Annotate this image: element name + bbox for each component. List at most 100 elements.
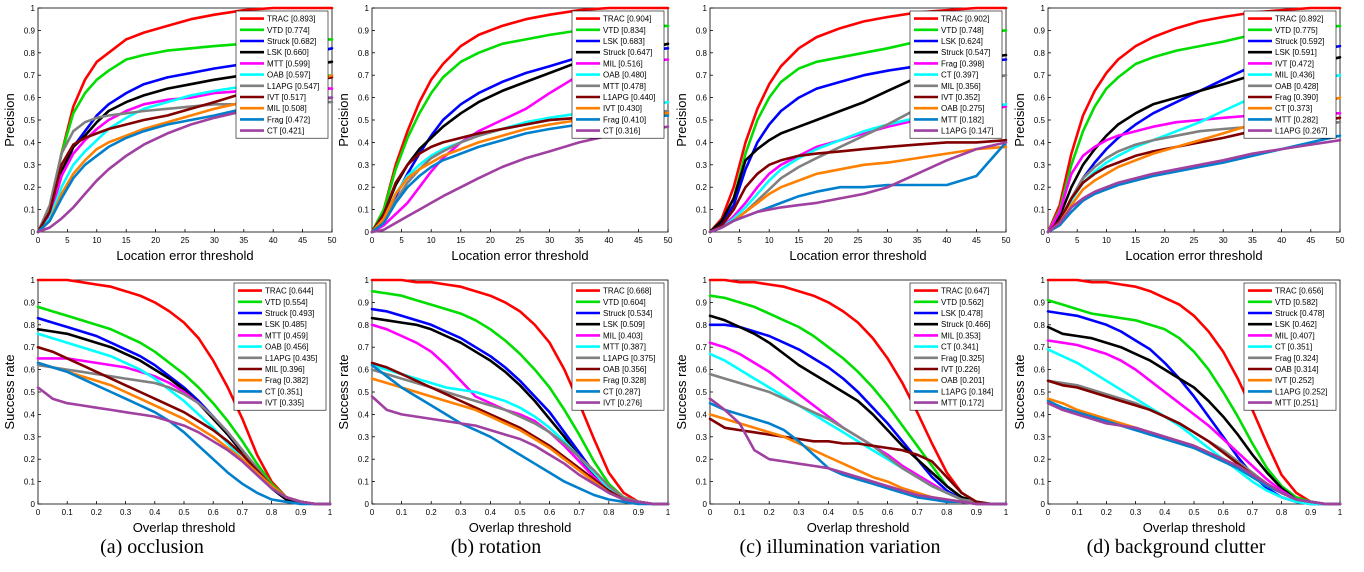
x-tick-label: 40 [1277,236,1286,245]
x-tick-label: 0 [36,508,41,517]
y-tick-label: 0.2 [358,183,370,192]
x-tick-label: 0.5 [514,508,526,517]
x-axis-label: Overlap threshold [469,520,572,535]
legend-entry: TRAC [0.904] [603,15,651,24]
x-tick-label: 0.8 [941,508,953,517]
x-tick-label: 1 [1004,508,1009,517]
y-tick-label: 0.5 [24,116,36,125]
legend-entry: MTT [0.387] [603,343,646,352]
legend-entry: VTD [0.748] [941,26,984,35]
y-tick-label: 0.8 [358,49,370,58]
legend-entry: TRAC [0.902] [941,15,989,24]
y-tick-label: 0.9 [24,298,36,307]
x-tick-label: 40 [269,236,278,245]
x-tick-label: 0.5 [178,508,190,517]
legend-entry: TRAC [0.656] [1275,287,1323,296]
legend-entry: L1APG [0.547] [267,82,319,91]
legend-entry: VTD [0.834] [603,26,646,35]
legend: TRAC [0.668] VTD [0.604] Struck [0.534] LSK… [571,282,665,411]
legend-entry: CT [0.287] [603,387,640,396]
legend-entry: IVT [0.276] [603,399,642,408]
legend-entry: LSK [0.509] [603,320,645,329]
legend-entry: Struck [0.682] [267,37,316,46]
y-tick-label: 1 [365,4,370,13]
y-tick-label: 0.9 [358,298,370,307]
y-tick-label: 0.1 [24,206,36,215]
series-line-ct [36,361,332,506]
y-tick-label: 0.3 [358,433,370,442]
y-tick-label: 0.8 [1034,321,1046,330]
x-tick-label: 0.4 [823,508,835,517]
chart-c-precision: 0 5 10 15 20 25 30 35 40 45 50 0 0.1 0.2 0.3 0.4 0.5 0.6 0… [674,4,1011,263]
legend-entry: OAB [0.201] [941,376,985,385]
x-tick-label: 0.8 [1276,508,1288,517]
x-tick-label: 0.6 [882,508,894,517]
y-tick-label: 1 [365,276,370,285]
y-tick-label: 0.6 [24,94,36,103]
chart-a-success: 0 0.1 0.2 0.3 0.4 0.5 0.6 0.7 0.8 0.9 1 0 0.1 0.2 0.3 0… [2,276,333,535]
x-tick-label: 0.4 [485,508,497,517]
caption-b: (b) rotation [450,536,542,558]
legend-entry: LSK [0.683] [603,37,645,46]
y-tick-label: 0.7 [358,71,370,80]
x-tick-label: 30 [883,236,892,245]
y-tick-label: 0.6 [696,366,708,375]
x-tick-label: 0 [370,508,375,517]
x-tick-label: 0.6 [1218,508,1230,517]
series-line-ivt [36,386,332,506]
legend-entry: VTD [0.554] [265,298,308,307]
series-line-trac [370,278,670,506]
legend-entry: OAB [0.597] [267,71,311,80]
x-tick-label: 0.2 [91,508,103,517]
legend-entry: MIL [0.403] [603,331,643,340]
caption-a: (a) occlusion [100,536,204,558]
legend-entry: IVT [0.472] [1275,59,1314,68]
y-tick-label: 0.1 [696,478,708,487]
series-line-struck [708,314,1008,506]
series-line-mtt [1046,401,1342,506]
y-tick-label: 0.9 [696,26,708,35]
y-tick-label: 0.8 [696,49,708,58]
legend-entry: L1APG [0.184] [941,387,993,396]
x-tick-label: 0.2 [1101,508,1113,517]
legend-entry: L1APG [0.375] [603,354,655,363]
series-line-l1apg [1046,138,1342,234]
x-axis-label: Location error threshold [1125,248,1262,263]
legend-entry: Frag [0.472] [267,115,310,124]
x-tick-label: 25 [516,236,525,245]
x-tick-label: 0.3 [1130,508,1142,517]
x-tick-label: 0.4 [1159,508,1171,517]
legend-entry: CT [0.397] [941,71,978,80]
y-tick-label: 0 [31,228,36,237]
x-tick-label: 20 [151,236,160,245]
x-tick-label: 0.3 [455,508,467,517]
x-tick-label: 0.7 [237,508,249,517]
series-line-l1apg [708,141,1008,234]
legend-entry: TRAC [0.893] [267,15,315,24]
x-tick-label: 50 [1336,236,1345,245]
chart-d-success: 0 0.1 0.2 0.3 0.4 0.5 0.6 0.7 0.8 0.9 1 0 0.1 0.2 0.3 0… [1012,276,1343,535]
x-tick-label: 10 [427,236,436,245]
legend-entry: CT [0.316] [603,127,640,136]
y-axis-label: Success rate [336,354,351,429]
legend-entry: Struck [0.592] [1275,37,1324,46]
legend-entry: MTT [0.251] [1275,399,1318,408]
series-line-ct [370,125,670,234]
y-tick-label: 0.8 [358,321,370,330]
x-tick-label: 35 [239,236,248,245]
x-tick-label: 5 [737,236,742,245]
legend-entry: OAB [0.314] [1275,365,1319,374]
x-axis-label: Location error threshold [116,248,253,263]
y-tick-label: 0.7 [24,71,36,80]
legend: TRAC [0.902] VTD [0.748] LSK [0.624] Struck… [909,10,1003,139]
x-tick-label: 15 [1131,236,1140,245]
x-tick-label: 0.1 [734,508,746,517]
x-tick-label: 0.5 [1188,508,1200,517]
y-tick-label: 0.2 [24,455,36,464]
x-tick-label: 1 [328,508,333,517]
legend-entry: Frag [0.410] [603,115,646,124]
legend-entry: VTD [0.582] [1275,298,1318,307]
y-tick-label: 0.3 [1034,433,1046,442]
x-tick-label: 1 [1338,508,1343,517]
x-tick-label: 25 [854,236,863,245]
